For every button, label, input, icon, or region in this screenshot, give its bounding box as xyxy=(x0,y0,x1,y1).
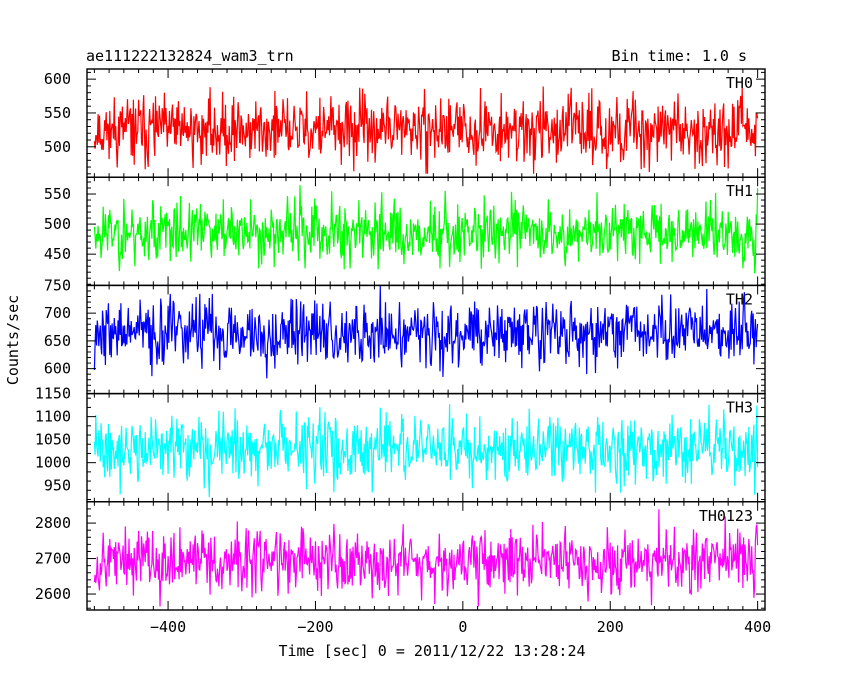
series-line-th0 xyxy=(93,86,759,174)
y-tick-label: 950 xyxy=(44,477,71,495)
series-line-th0123 xyxy=(93,509,759,607)
y-tick-label: 1150 xyxy=(35,385,71,403)
y-tick-label: 750 xyxy=(44,276,71,294)
x-tick-label: 200 xyxy=(597,618,624,636)
y-tick-label: 500 xyxy=(44,215,71,233)
series-line-th3 xyxy=(93,404,759,498)
panel-label: TH1 xyxy=(726,182,753,200)
y-tick-label: 2600 xyxy=(35,585,71,603)
panel-label: TH0 xyxy=(726,74,753,92)
y-tick-label: 600 xyxy=(44,70,71,88)
y-tick-label: 650 xyxy=(44,332,71,350)
panel-th2: 600 650 700 750 TH2 xyxy=(44,276,766,395)
panel-th1: 450 500 550 TH1 xyxy=(44,176,766,287)
panel-label: TH2 xyxy=(726,290,753,308)
y-axis-label: Counts/sec xyxy=(4,295,22,385)
x-tick-label: 0 xyxy=(458,618,467,636)
panel-label: TH3 xyxy=(726,399,753,417)
x-axis: −400 −200 0 200 400 xyxy=(93,69,771,636)
series-line-th1 xyxy=(93,185,759,274)
y-tick-label: 1050 xyxy=(35,431,71,449)
panel-th0123: 2600 2700 2800 TH0123 xyxy=(35,501,766,611)
panel-frame xyxy=(86,501,766,611)
panel-label: TH0123 xyxy=(699,507,753,525)
y-tick-label: 1000 xyxy=(35,454,71,472)
chart-title: ae111222132824_wam3_trn xyxy=(86,47,294,65)
y-tick-label: 500 xyxy=(44,138,71,156)
y-tick-label: 2700 xyxy=(35,550,71,568)
x-tick-label: −200 xyxy=(297,618,333,636)
y-tick-label: 600 xyxy=(44,360,71,378)
x-tick-label: 400 xyxy=(744,618,771,636)
x-axis-label: Time [sec] 0 = 2011/12/22 13:28:24 xyxy=(278,642,585,660)
y-tick-label: 700 xyxy=(44,304,71,322)
bin-time-label: Bin time: 1.0 s xyxy=(612,47,747,65)
panels-group: 500 550 600 TH0 450 500 550 TH1 600 650 700 750 TH2 9… xyxy=(35,68,766,611)
y-tick-label: 450 xyxy=(44,245,71,263)
x-tick-label: −400 xyxy=(150,618,186,636)
series-line-th2 xyxy=(93,285,759,379)
y-tick-label: 550 xyxy=(44,185,71,203)
y-tick-label: 1100 xyxy=(35,408,71,426)
y-tick-label: 2800 xyxy=(35,514,71,532)
y-tick-label: 550 xyxy=(44,104,71,122)
